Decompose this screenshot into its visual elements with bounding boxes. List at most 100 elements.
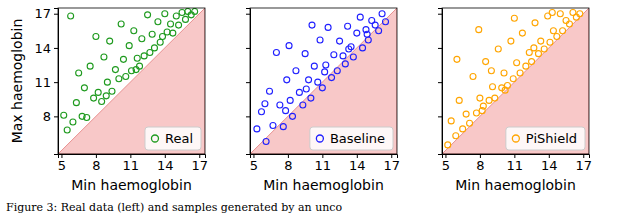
point: [508, 38, 514, 44]
point: [463, 111, 469, 117]
point: [473, 110, 479, 116]
point: [309, 22, 315, 28]
point: [254, 126, 260, 132]
legend-label: Baseline: [330, 131, 385, 146]
y-tick-mark: [54, 48, 58, 49]
point: [514, 60, 520, 66]
point: [483, 59, 489, 65]
y-tick: [438, 48, 442, 49]
x-axis: 58111417: [58, 154, 208, 173]
x-axis-title: Min haemoglobin: [263, 177, 384, 193]
point: [454, 56, 460, 62]
point: [137, 63, 143, 69]
legend: Real: [145, 127, 201, 150]
x-tick-label: 11: [315, 158, 332, 173]
point: [277, 102, 283, 108]
point: [486, 97, 492, 103]
x-tick-label: 17: [191, 158, 208, 173]
point: [283, 108, 289, 114]
point: [315, 79, 321, 85]
point: [329, 75, 335, 81]
x-tick: 17: [575, 154, 592, 173]
point: [176, 22, 182, 28]
point: [549, 10, 555, 16]
point: [68, 13, 74, 19]
x-tick-label: 11: [507, 158, 524, 173]
x-tick-label: 8: [476, 158, 484, 173]
point: [308, 95, 314, 101]
plot-area: [58, 8, 205, 154]
panel: 58111417Min haemoglobinPiShield: [438, 8, 592, 193]
y-tick-mark: [438, 48, 442, 49]
point: [445, 142, 451, 148]
x-tick: 5: [442, 154, 450, 173]
y-tick: [438, 116, 442, 117]
x-tick: 14: [157, 154, 174, 173]
y-tick: [246, 14, 250, 15]
point: [331, 52, 337, 58]
point: [133, 67, 139, 73]
x-tick-label: 17: [383, 158, 400, 173]
x-tick-label: 5: [250, 158, 258, 173]
x-axis: 58111417: [442, 154, 592, 173]
frame: [442, 8, 589, 154]
y-tick-label: 17: [34, 6, 51, 21]
x-tick: 17: [383, 154, 400, 173]
point: [456, 97, 462, 103]
point: [448, 118, 454, 124]
x-tick-label: 8: [92, 158, 100, 173]
point: [107, 38, 113, 44]
point: [535, 51, 541, 57]
point: [577, 11, 583, 17]
point: [151, 45, 157, 51]
point: [81, 85, 87, 91]
point: [84, 115, 90, 121]
point: [192, 8, 198, 14]
point: [323, 62, 329, 68]
point: [300, 102, 306, 108]
x-tick-label: 14: [349, 158, 366, 173]
y-tick: [246, 82, 250, 83]
y-tick-label: 14: [34, 41, 51, 56]
point: [376, 28, 382, 34]
y-tick: [438, 14, 442, 15]
point: [502, 87, 508, 93]
point: [95, 89, 101, 95]
point: [453, 133, 459, 139]
point: [170, 30, 176, 36]
caption: Figure 3: Real data (left) and samples g…: [6, 201, 342, 214]
plot-area: [442, 8, 589, 154]
panel: 58111417Min haemoglobinBaseline: [246, 8, 400, 193]
point: [541, 46, 547, 52]
point: [284, 77, 290, 83]
panel: 581114178111417Min haemoglobinMax haemog…: [9, 6, 208, 193]
point: [531, 45, 537, 51]
point: [342, 61, 348, 67]
frame: [58, 8, 205, 154]
figure: 581114178111417Min haemoglobinMax haemog…: [0, 0, 640, 216]
point: [157, 39, 163, 45]
point: [134, 55, 140, 61]
point: [334, 68, 340, 74]
point: [139, 36, 145, 42]
y-tick-label: 11: [34, 75, 51, 90]
point: [263, 138, 269, 144]
point: [131, 28, 137, 34]
point: [550, 28, 556, 34]
x-tick-label: 14: [157, 158, 174, 173]
point: [383, 19, 389, 25]
point: [488, 68, 494, 74]
point: [306, 77, 312, 83]
y-axis: [438, 9, 443, 155]
legend-label: Real: [165, 131, 193, 146]
point: [64, 127, 70, 133]
point: [538, 38, 544, 44]
point: [350, 54, 356, 60]
point: [296, 89, 302, 95]
point: [61, 112, 67, 118]
point: [501, 70, 507, 76]
y-tick-label: 8: [43, 109, 51, 124]
point: [118, 21, 124, 27]
legend-label: PiShield: [526, 131, 577, 146]
point: [104, 79, 110, 85]
